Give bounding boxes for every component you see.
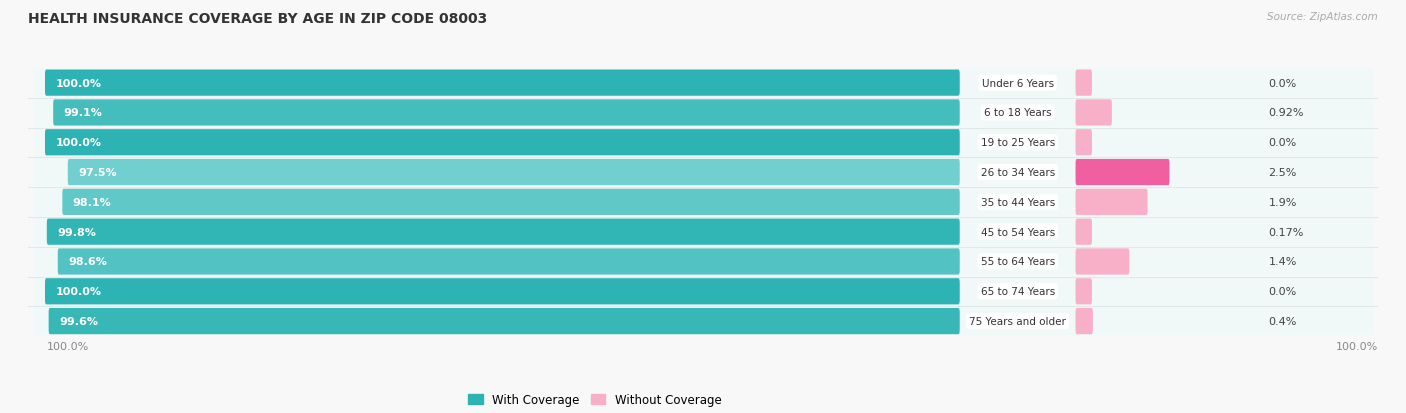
FancyBboxPatch shape xyxy=(32,158,1374,187)
Text: Under 6 Years: Under 6 Years xyxy=(981,78,1053,88)
FancyBboxPatch shape xyxy=(32,277,1374,306)
FancyBboxPatch shape xyxy=(1076,100,1112,126)
FancyBboxPatch shape xyxy=(1076,219,1092,245)
FancyBboxPatch shape xyxy=(1076,189,1147,216)
Text: 97.5%: 97.5% xyxy=(79,168,117,178)
Text: 45 to 54 Years: 45 to 54 Years xyxy=(980,227,1054,237)
Text: 0.0%: 0.0% xyxy=(1268,78,1296,88)
FancyBboxPatch shape xyxy=(45,70,960,97)
Text: 99.6%: 99.6% xyxy=(59,316,98,326)
Legend: With Coverage, Without Coverage: With Coverage, Without Coverage xyxy=(464,388,727,411)
FancyBboxPatch shape xyxy=(58,249,960,275)
FancyBboxPatch shape xyxy=(32,99,1374,128)
FancyBboxPatch shape xyxy=(46,219,960,245)
Text: 98.6%: 98.6% xyxy=(69,257,107,267)
Text: 100.0%: 100.0% xyxy=(55,138,101,148)
Text: 0.0%: 0.0% xyxy=(1268,138,1296,148)
Text: Source: ZipAtlas.com: Source: ZipAtlas.com xyxy=(1267,12,1378,22)
Text: 0.0%: 0.0% xyxy=(1268,287,1296,297)
FancyBboxPatch shape xyxy=(32,128,1374,157)
Text: 1.4%: 1.4% xyxy=(1268,257,1296,267)
FancyBboxPatch shape xyxy=(1076,159,1170,186)
Text: 26 to 34 Years: 26 to 34 Years xyxy=(980,168,1054,178)
Text: 100.0%: 100.0% xyxy=(1336,341,1378,351)
FancyBboxPatch shape xyxy=(67,159,960,186)
Text: 19 to 25 Years: 19 to 25 Years xyxy=(980,138,1054,148)
Text: 99.1%: 99.1% xyxy=(63,108,103,118)
Text: 55 to 64 Years: 55 to 64 Years xyxy=(980,257,1054,267)
Text: 75 Years and older: 75 Years and older xyxy=(969,316,1066,326)
FancyBboxPatch shape xyxy=(49,308,960,335)
Text: 98.1%: 98.1% xyxy=(73,197,111,207)
Text: 0.92%: 0.92% xyxy=(1268,108,1303,118)
FancyBboxPatch shape xyxy=(1076,308,1092,335)
Text: 100.0%: 100.0% xyxy=(46,341,89,351)
Text: HEALTH INSURANCE COVERAGE BY AGE IN ZIP CODE 08003: HEALTH INSURANCE COVERAGE BY AGE IN ZIP … xyxy=(28,12,488,26)
FancyBboxPatch shape xyxy=(32,307,1374,336)
FancyBboxPatch shape xyxy=(32,188,1374,217)
FancyBboxPatch shape xyxy=(1076,70,1092,97)
Text: 0.17%: 0.17% xyxy=(1268,227,1303,237)
Text: 2.5%: 2.5% xyxy=(1268,168,1296,178)
Text: 6 to 18 Years: 6 to 18 Years xyxy=(984,108,1052,118)
Text: 0.4%: 0.4% xyxy=(1268,316,1296,326)
FancyBboxPatch shape xyxy=(1076,249,1129,275)
Text: 1.9%: 1.9% xyxy=(1268,197,1296,207)
FancyBboxPatch shape xyxy=(62,189,960,216)
FancyBboxPatch shape xyxy=(1076,278,1092,305)
Text: 35 to 44 Years: 35 to 44 Years xyxy=(980,197,1054,207)
Text: 100.0%: 100.0% xyxy=(55,287,101,297)
Text: 65 to 74 Years: 65 to 74 Years xyxy=(980,287,1054,297)
FancyBboxPatch shape xyxy=(45,278,960,305)
FancyBboxPatch shape xyxy=(32,247,1374,276)
FancyBboxPatch shape xyxy=(32,69,1374,98)
FancyBboxPatch shape xyxy=(1076,130,1092,156)
Text: 99.8%: 99.8% xyxy=(58,227,96,237)
FancyBboxPatch shape xyxy=(53,100,960,126)
Text: 100.0%: 100.0% xyxy=(55,78,101,88)
FancyBboxPatch shape xyxy=(45,130,960,156)
FancyBboxPatch shape xyxy=(32,218,1374,247)
